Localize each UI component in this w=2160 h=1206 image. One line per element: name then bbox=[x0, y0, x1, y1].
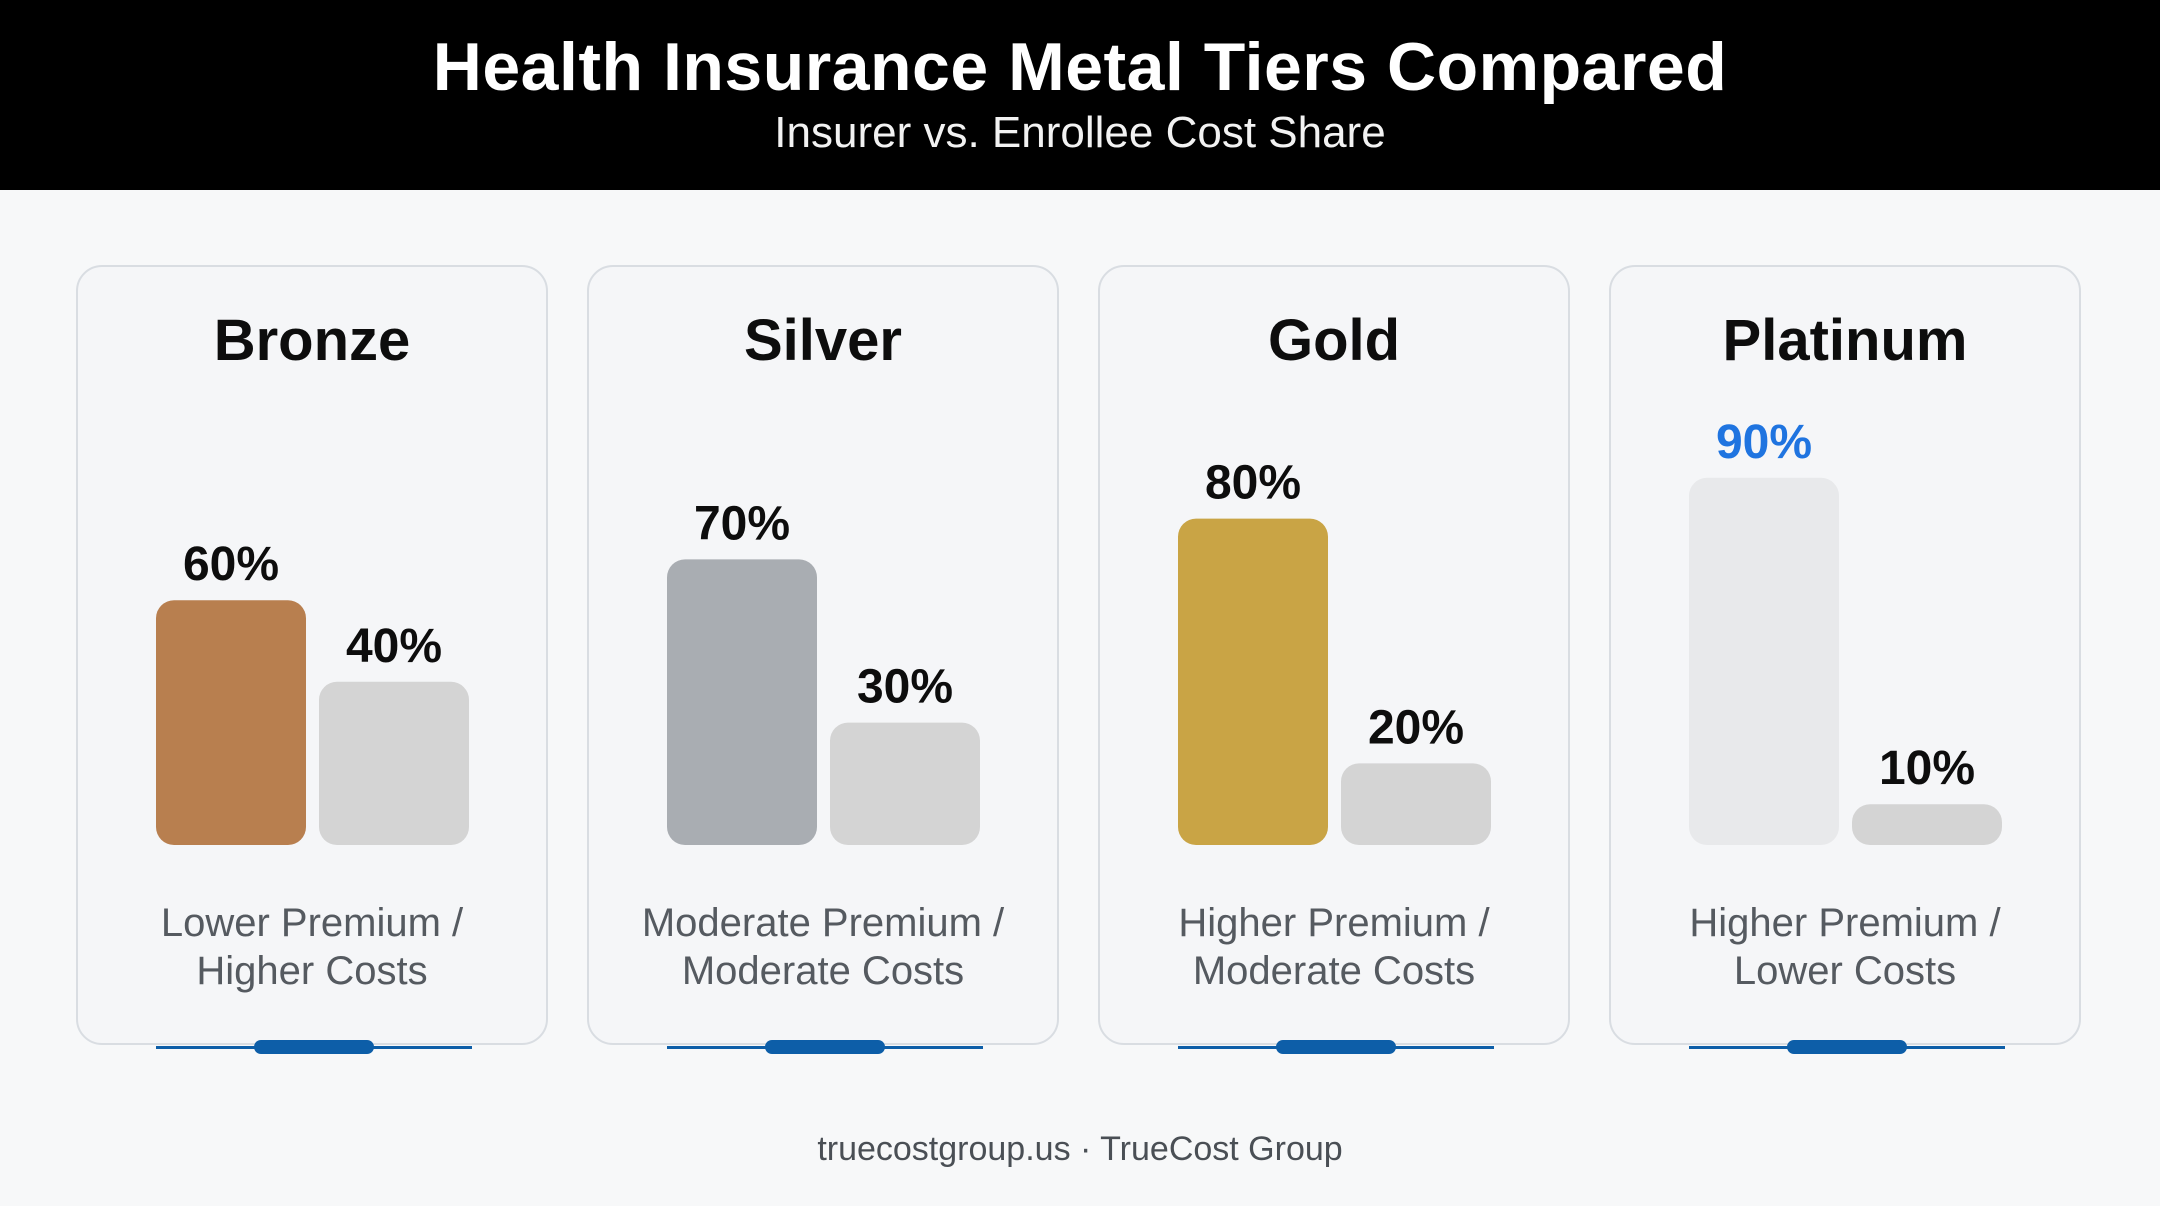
insurer-bar-label: 90% bbox=[1716, 416, 1812, 469]
tier-description-line1: Higher Premium / bbox=[1178, 901, 1490, 945]
chart-title: Health Insurance Metal Tiers Compared bbox=[432, 29, 1728, 105]
tier-name: Bronze bbox=[213, 308, 411, 373]
enrollee-bar-label: 40% bbox=[346, 620, 442, 673]
card-indicator-pill bbox=[254, 1040, 374, 1054]
insurer-bar bbox=[667, 559, 817, 845]
tier-plot: 70% 30% bbox=[667, 497, 980, 845]
enrollee-bar-label: 20% bbox=[1368, 701, 1464, 754]
tier-plot: 90% 10% bbox=[1689, 416, 2002, 845]
tier-description-line2: Higher Costs bbox=[196, 949, 428, 993]
tier-description-line1: Lower Premium / bbox=[160, 901, 464, 945]
tier-plot: 60% 40% bbox=[156, 538, 469, 845]
header: Health Insurance Metal Tiers Compared In… bbox=[0, 0, 2160, 190]
tier-description: Lower Premium / Higher Costs bbox=[78, 899, 546, 995]
tier-plot: 80% 20% bbox=[1178, 457, 1491, 845]
insurer-bar-label: 80% bbox=[1205, 457, 1301, 510]
tier-description: Moderate Premium / Moderate Costs bbox=[589, 899, 1057, 995]
insurer-bar bbox=[1689, 477, 1839, 845]
insurer-bar bbox=[156, 600, 306, 845]
enrollee-bar bbox=[830, 722, 980, 845]
chart-subtitle: Insurer vs. Enrollee Cost Share bbox=[774, 108, 1386, 157]
tier-card-silver: Silver 70% 30% Moderate Premium / Moderat… bbox=[587, 265, 1059, 1054]
tier-card-bronze: Bronze 60% 40% Lower Premium / Higher Cos… bbox=[76, 265, 548, 1054]
footer-source: truecostgroup.us · TrueCost Group bbox=[817, 1130, 1343, 1168]
tier-name: Silver bbox=[744, 308, 902, 373]
insurer-bar bbox=[1178, 518, 1328, 845]
enrollee-bar-label: 10% bbox=[1879, 742, 1975, 795]
tier-name: Gold bbox=[1267, 308, 1401, 373]
tier-description-line2: Lower Costs bbox=[1733, 949, 1957, 993]
tier-description: Higher Premium / Lower Costs bbox=[1611, 899, 2079, 995]
enrollee-bar bbox=[1341, 763, 1491, 845]
enrollee-bar-label: 30% bbox=[857, 661, 953, 714]
tier-name: Platinum bbox=[1722, 308, 1968, 373]
insurer-bar-label: 60% bbox=[183, 538, 279, 591]
tier-description: Higher Premium / Moderate Costs bbox=[1100, 899, 1568, 995]
card-indicator-pill bbox=[1276, 1040, 1396, 1054]
enrollee-bar bbox=[1852, 804, 2002, 845]
card-indicator-pill bbox=[1787, 1040, 1907, 1054]
card-indicator-pill bbox=[765, 1040, 885, 1054]
enrollee-bar bbox=[319, 681, 469, 845]
tier-description-line2: Moderate Costs bbox=[1192, 949, 1476, 993]
tier-description-line2: Moderate Costs bbox=[681, 949, 965, 993]
tier-description-line1: Moderate Premium / bbox=[641, 901, 1005, 945]
tier-card-gold: Gold 80% 20% Higher Premium / Moderate Co… bbox=[1098, 265, 1570, 1054]
insurer-bar-label: 70% bbox=[694, 497, 790, 550]
tier-description-line1: Higher Premium / bbox=[1689, 901, 2001, 945]
tier-card-platinum: Platinum 90% 10% Higher Premium / Lower C… bbox=[1609, 265, 2081, 1054]
